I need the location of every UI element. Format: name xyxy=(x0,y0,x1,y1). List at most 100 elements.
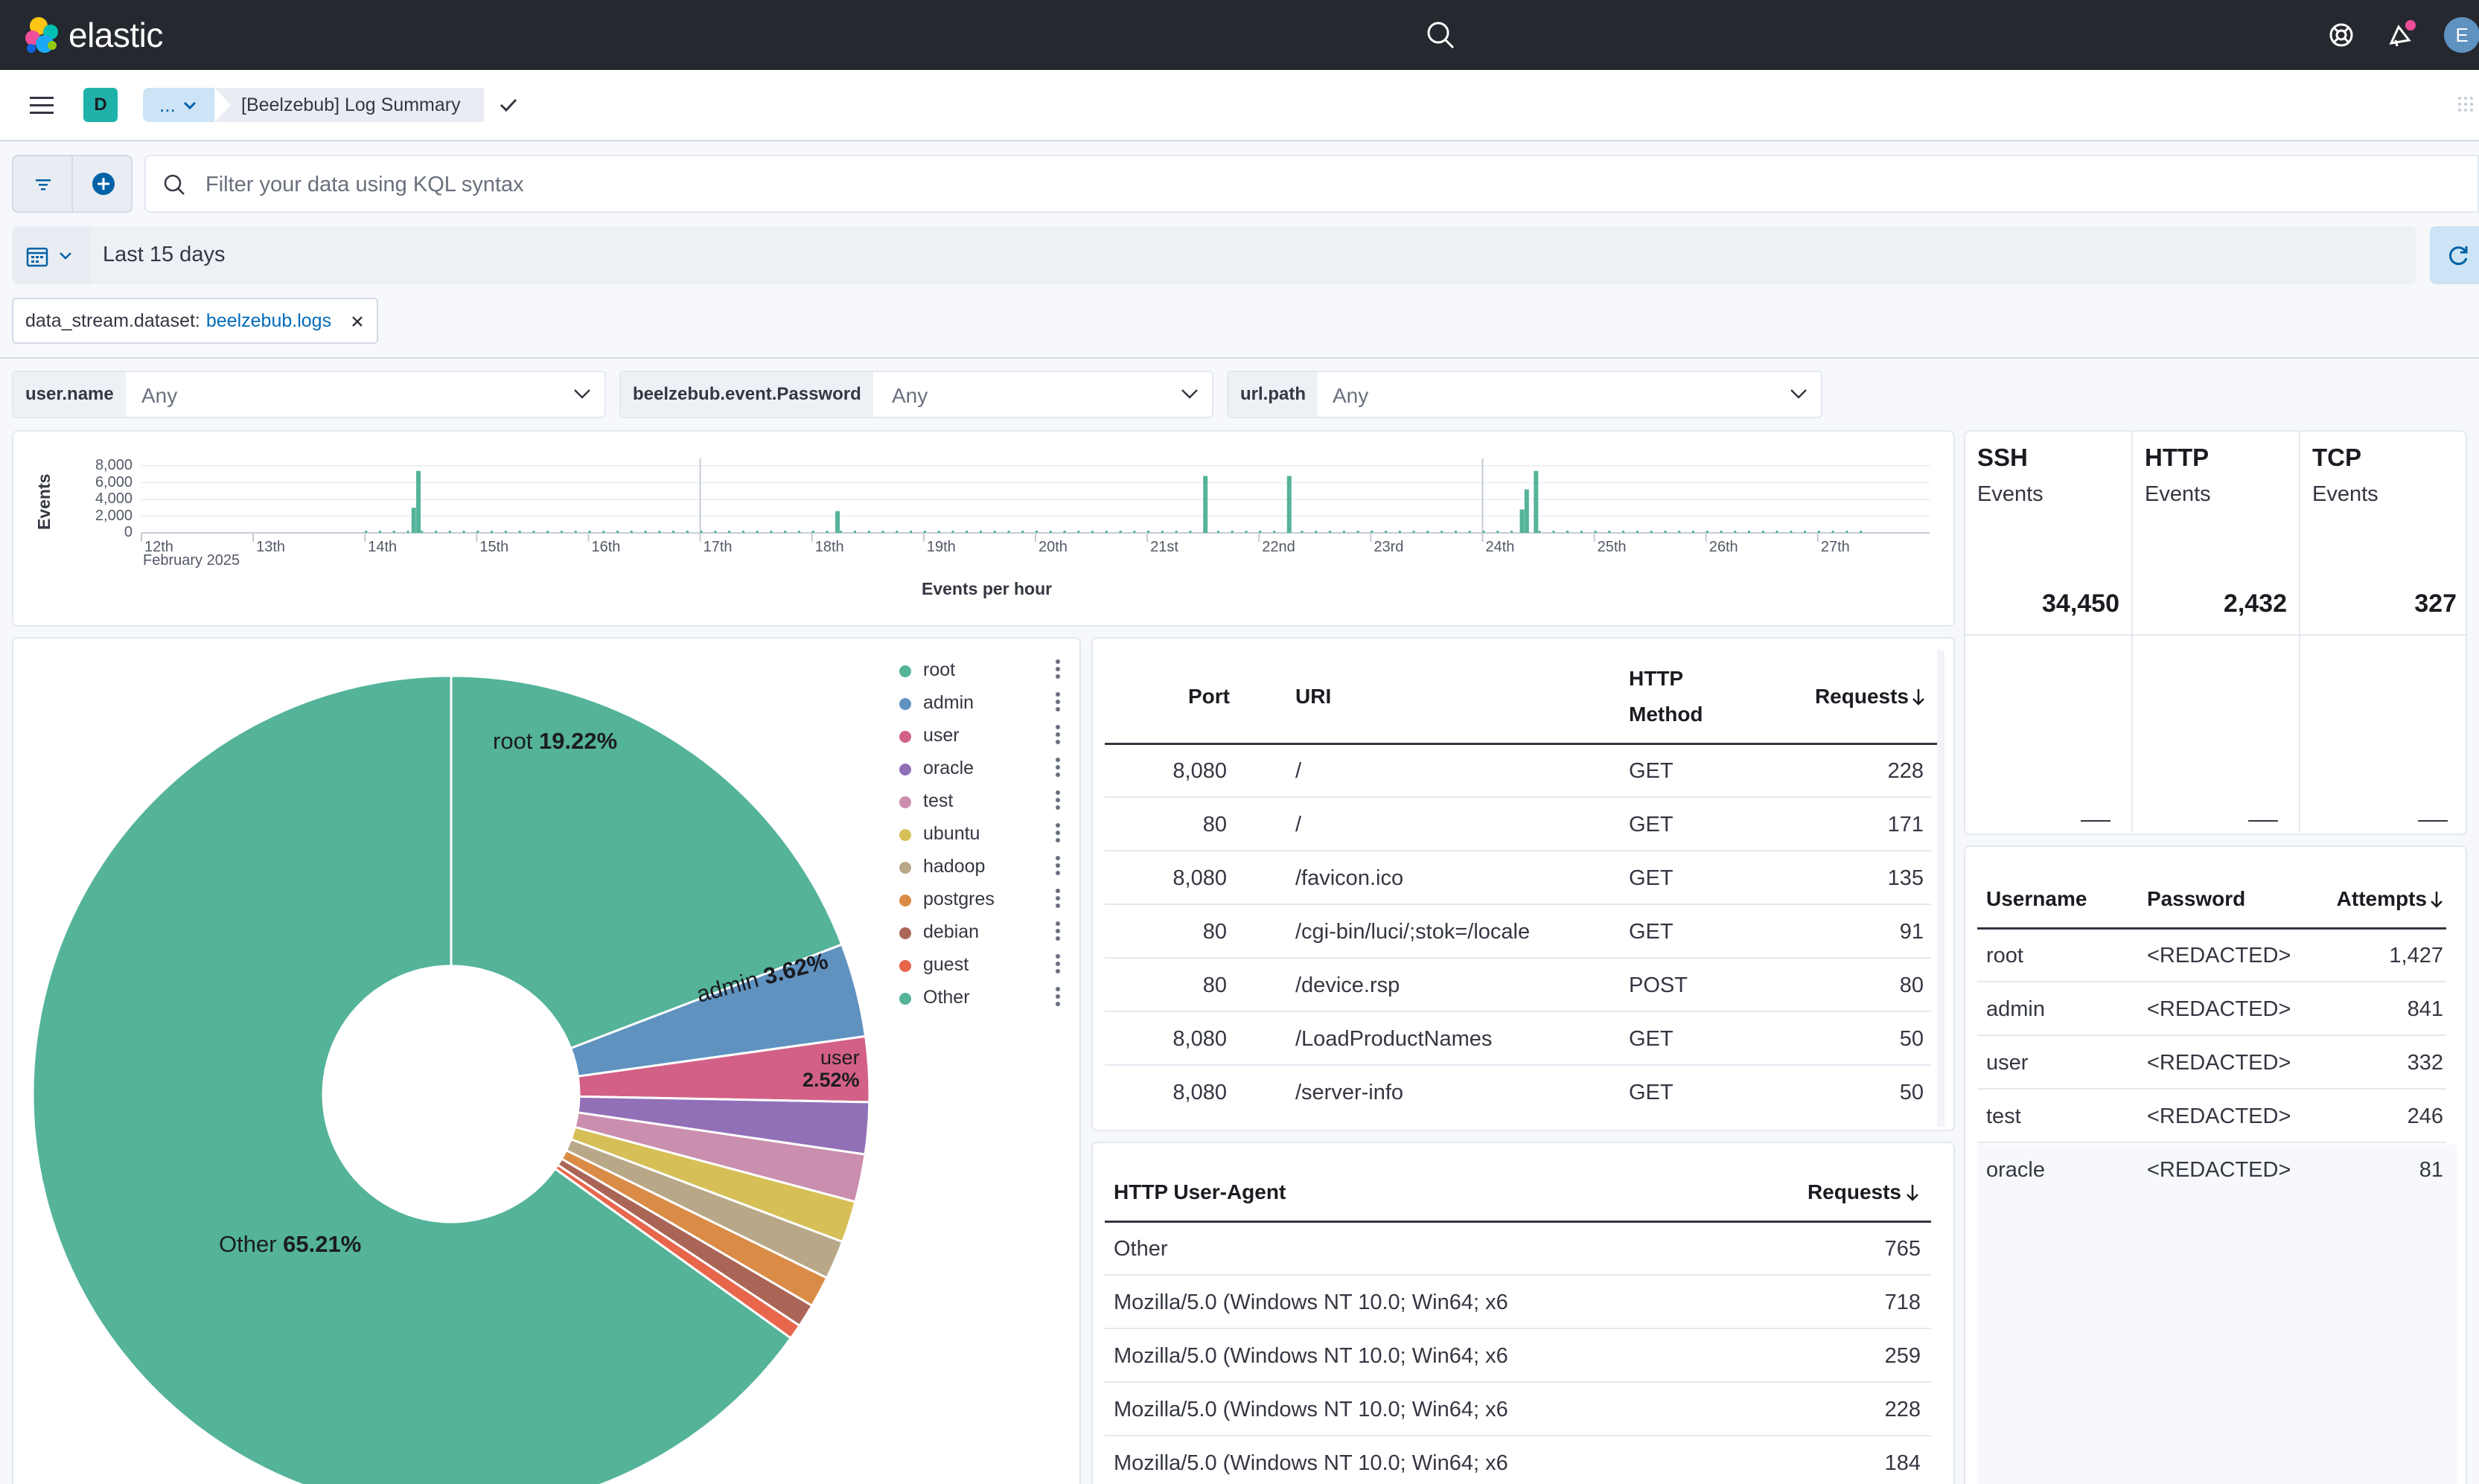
legend-actions-icon[interactable] xyxy=(1056,823,1060,844)
hist-bar[interactable] xyxy=(1510,531,1513,533)
hist-bar[interactable] xyxy=(392,531,395,533)
hist-bar[interactable] xyxy=(854,531,857,533)
hist-bar[interactable] xyxy=(1412,531,1415,533)
hist-bar[interactable] xyxy=(1552,531,1555,533)
hist-bar[interactable] xyxy=(1519,509,1525,534)
table-row[interactable]: 80/cgi-bin/luci/;stok=/locale GET 91 xyxy=(1105,905,1931,959)
table-row[interactable]: Mozilla/5.0 (Windows NT 10.0; Win64; x6 7… xyxy=(1105,1276,1931,1329)
kql-search-input[interactable]: Filter your data using KQL syntax xyxy=(144,155,2479,213)
hist-bar[interactable] xyxy=(1817,531,1820,533)
hist-bar[interactable] xyxy=(476,531,479,533)
legend-actions-icon[interactable] xyxy=(1056,987,1060,1008)
hist-bar[interactable] xyxy=(700,531,703,533)
hist-bar[interactable] xyxy=(504,531,507,533)
legend-item[interactable]: Other xyxy=(899,984,1071,1014)
hist-bar[interactable] xyxy=(1147,531,1150,533)
date-range-field[interactable]: Last 15 days xyxy=(91,226,2416,284)
legend-actions-icon[interactable] xyxy=(1056,692,1060,713)
hist-bar[interactable] xyxy=(411,508,416,533)
hist-bar[interactable] xyxy=(1534,470,1539,533)
legend-actions-icon[interactable] xyxy=(1056,921,1060,942)
hist-bar[interactable] xyxy=(1845,531,1848,533)
hist-bar[interactable] xyxy=(1356,531,1359,533)
hist-bar[interactable] xyxy=(1286,476,1292,534)
hist-bar[interactable] xyxy=(1678,531,1681,533)
hist-bar[interactable] xyxy=(770,531,773,533)
refresh-button[interactable] xyxy=(2430,226,2479,284)
column-header-uri[interactable]: URI xyxy=(1295,685,1332,708)
hist-bar[interactable] xyxy=(1454,531,1457,533)
table-row[interactable]: Other 765 xyxy=(1105,1222,1931,1276)
hist-bar[interactable] xyxy=(1091,531,1094,533)
hist-bar[interactable] xyxy=(518,531,521,533)
hist-bar[interactable] xyxy=(1664,531,1667,533)
hist-bar[interactable] xyxy=(1105,531,1108,533)
legend-item[interactable]: root xyxy=(899,656,1071,686)
table-row[interactable]: 8,080/server-info GET 50 xyxy=(1105,1066,1931,1119)
hist-bar[interactable] xyxy=(1161,531,1164,533)
hist-bar[interactable] xyxy=(462,531,465,533)
hist-bar[interactable] xyxy=(1245,531,1248,533)
hist-bar[interactable] xyxy=(1468,531,1471,533)
hist-bar[interactable] xyxy=(1608,531,1611,533)
hist-bar[interactable] xyxy=(365,531,368,533)
hist-bar[interactable] xyxy=(1007,531,1010,533)
hist-bar[interactable] xyxy=(1315,531,1318,533)
hist-bar[interactable] xyxy=(588,531,591,533)
legend-actions-icon[interactable] xyxy=(1056,889,1060,909)
hist-bar[interactable] xyxy=(1036,531,1038,533)
hist-bar[interactable] xyxy=(1203,476,1208,534)
hist-bar[interactable] xyxy=(728,531,731,533)
pie-slice-other[interactable] xyxy=(31,674,793,1484)
hist-bar[interactable] xyxy=(560,531,563,533)
hist-bar[interactable] xyxy=(1776,531,1778,533)
hist-bar[interactable] xyxy=(616,531,619,533)
hist-bar[interactable] xyxy=(1790,531,1793,533)
table-row[interactable]: admin <REDACTED> 841 xyxy=(1977,982,2446,1036)
date-quick-menu-button[interactable] xyxy=(12,226,91,284)
hist-bar[interactable] xyxy=(1329,531,1332,533)
hist-bar[interactable] xyxy=(811,531,814,533)
hist-bar[interactable] xyxy=(1482,531,1485,533)
hist-bar[interactable] xyxy=(532,531,535,533)
hist-bar[interactable] xyxy=(1371,531,1374,533)
table-row[interactable]: root <REDACTED> 1,427 xyxy=(1977,929,2446,982)
hist-bar[interactable] xyxy=(602,531,605,533)
hist-bar[interactable] xyxy=(1077,531,1080,533)
hist-bar[interactable] xyxy=(1691,531,1694,533)
column-header-user-agent[interactable]: HTTP User-Agent xyxy=(1114,1180,1286,1203)
user-avatar[interactable]: E xyxy=(2444,17,2479,53)
table-row[interactable]: Mozilla/5.0 (Windows NT 10.0; Win64; x6 2… xyxy=(1105,1383,1931,1436)
hist-bar[interactable] xyxy=(1021,531,1024,533)
control-password[interactable]: beelzebub.event.Password Any xyxy=(619,371,1213,418)
hist-bar[interactable] xyxy=(1119,531,1122,533)
legend-item[interactable]: admin xyxy=(899,689,1071,719)
hist-bar[interactable] xyxy=(1594,531,1597,533)
hist-bar[interactable] xyxy=(1804,531,1807,533)
hist-bar[interactable] xyxy=(979,531,982,533)
hist-bar[interactable] xyxy=(630,531,633,533)
hist-bar[interactable] xyxy=(1426,531,1429,533)
breadcrumb-collapsed[interactable]: ... xyxy=(143,88,214,122)
hist-bar[interactable] xyxy=(406,531,409,533)
hist-bar[interactable] xyxy=(1133,531,1136,533)
legend-actions-icon[interactable] xyxy=(1056,725,1060,746)
hist-bar[interactable] xyxy=(1231,531,1234,533)
hist-bar[interactable] xyxy=(835,511,840,533)
hist-bar[interactable] xyxy=(1831,531,1834,533)
hist-bar[interactable] xyxy=(784,531,787,533)
hist-bar[interactable] xyxy=(435,531,438,533)
elastic-logo[interactable]: elastic xyxy=(22,15,163,55)
legend-item[interactable]: hadoop xyxy=(899,853,1071,883)
table-row[interactable]: 8,080/favicon.ico GET 135 xyxy=(1105,851,1931,905)
hist-bar[interactable] xyxy=(1385,531,1388,533)
hist-bar[interactable] xyxy=(672,531,675,533)
column-header-password[interactable]: Password xyxy=(2147,887,2246,910)
hist-bar[interactable] xyxy=(1748,531,1751,533)
hist-bar[interactable] xyxy=(1440,531,1443,533)
hist-bar[interactable] xyxy=(1216,531,1219,533)
legend-item[interactable]: debian xyxy=(899,918,1071,948)
menu-icon[interactable] xyxy=(28,92,55,119)
hist-bar[interactable] xyxy=(797,531,800,533)
hist-bar[interactable] xyxy=(881,531,884,533)
